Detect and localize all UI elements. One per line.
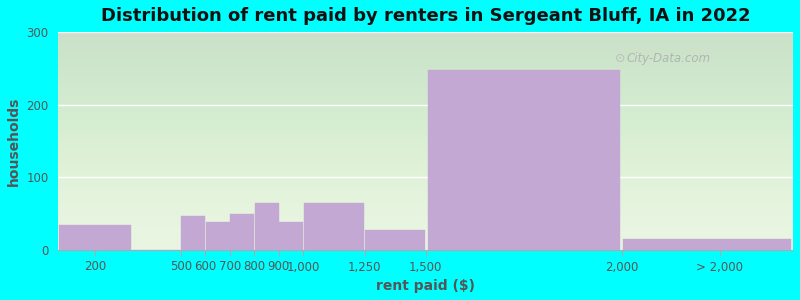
Bar <box>230 214 254 250</box>
Bar <box>428 70 620 250</box>
Y-axis label: households: households <box>7 96 21 186</box>
Bar <box>206 223 230 250</box>
Bar <box>59 225 131 250</box>
Bar <box>304 203 364 250</box>
Title: Distribution of rent paid by renters in Sergeant Bluff, IA in 2022: Distribution of rent paid by renters in … <box>101 7 750 25</box>
Text: City-Data.com: City-Data.com <box>626 52 710 65</box>
Bar <box>623 239 791 250</box>
Bar <box>279 223 303 250</box>
X-axis label: rent paid ($): rent paid ($) <box>376 279 475 293</box>
Text: ⊙: ⊙ <box>615 52 626 65</box>
Bar <box>254 203 278 250</box>
Bar <box>181 216 205 250</box>
Bar <box>365 230 425 250</box>
